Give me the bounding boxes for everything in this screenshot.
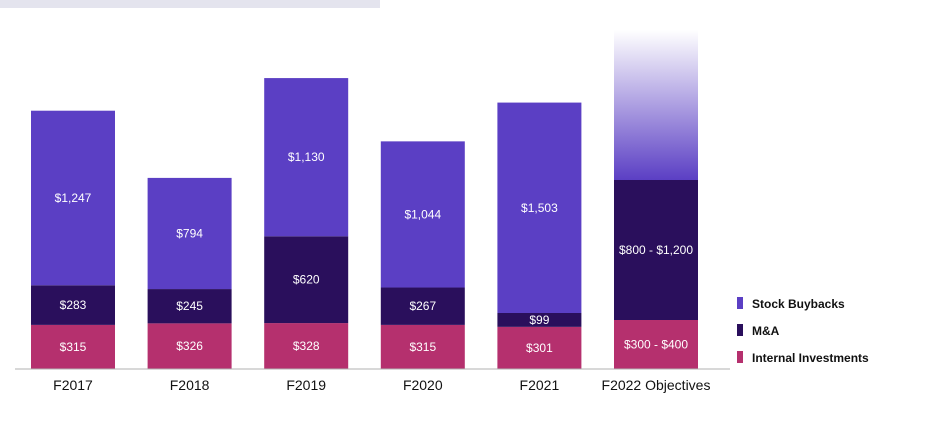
bar-m-a-f2021	[497, 313, 582, 327]
data-label-stock-buybacks-f2017: $1,247	[55, 191, 92, 205]
data-label-internal-investments-f2020: $315	[409, 340, 436, 354]
x-tick-label-f2020: F2020	[403, 377, 443, 393]
legend-label-internal-investments: Internal Investments	[752, 351, 869, 365]
bar-internal-investments-f2019	[264, 323, 349, 369]
bar-internal-investments-f2022-objectives	[614, 320, 698, 369]
data-label-m-a-f2021: $99	[529, 313, 549, 327]
bar-m-a-f2022-objectives	[614, 180, 698, 320]
data-label-internal-investments-f2021: $301	[526, 341, 553, 355]
category-labels-group: F2017 F2018 F2019 F2020 F2021 F2022 Objective…	[53, 377, 710, 393]
x-tick-label-f2017: F2017	[53, 377, 93, 393]
legend-swatch-internal-investments	[737, 351, 743, 363]
data-label-stock-buybacks-f2020: $1,044	[404, 207, 441, 221]
bar-stock-buybacks-f2020	[380, 141, 465, 288]
bar-stock-buybacks-fade-f2022-objectives	[614, 30, 698, 180]
bar-m-a-f2020	[380, 287, 465, 325]
bar-internal-investments-f2020	[380, 324, 465, 369]
data-label-stock-buybacks-f2019: $1,130	[288, 150, 325, 164]
legend-label-stock-buybacks: Stock Buybacks	[752, 297, 845, 311]
data-label-m-a-f2019: $620	[293, 273, 320, 287]
bars-group	[31, 30, 698, 369]
data-label-stock-buybacks-f2018: $794	[176, 226, 203, 240]
cropped-title-remnant	[0, 0, 380, 8]
x-tick-label-f2022-objectives: F2022 Objectives	[602, 377, 711, 393]
data-label-internal-investments-f2022-objectives: $300 - $400	[624, 338, 688, 352]
legend-swatch-stock-buybacks	[737, 297, 743, 309]
data-label-m-a-f2022-objectives: $800 - $1,200	[619, 243, 693, 257]
data-label-internal-investments-f2018: $326	[176, 339, 203, 353]
bar-m-a-f2017	[31, 285, 115, 325]
bar-m-a-f2019	[264, 236, 349, 324]
bar-stock-buybacks-f2021	[497, 102, 582, 313]
data-label-m-a-f2020: $267	[409, 299, 436, 313]
data-label-internal-investments-f2017: $315	[60, 340, 87, 354]
data-label-m-a-f2017: $283	[60, 298, 87, 312]
data-label-internal-investments-f2019: $328	[293, 339, 320, 353]
x-tick-label-f2018: F2018	[170, 377, 210, 393]
bar-stock-buybacks-f2017	[31, 110, 115, 286]
bar-stock-buybacks-f2019	[264, 78, 349, 237]
bar-m-a-f2018	[147, 289, 232, 324]
legend-label-m-a: M&A	[752, 324, 780, 338]
x-tick-label-f2021: F2021	[520, 377, 560, 393]
segment-labels-group: $315 $283 $1,247 $326 $245 $794 $328 $620 $1,130…	[55, 150, 694, 355]
x-tick-label-f2019: F2019	[286, 377, 326, 393]
data-label-stock-buybacks-f2021: $1,503	[521, 201, 558, 215]
bar-stock-buybacks-f2018	[147, 177, 232, 290]
data-label-m-a-f2018: $245	[176, 299, 203, 313]
legend: Stock Buybacks M&A Internal Investments	[737, 297, 869, 365]
bar-internal-investments-f2021	[497, 326, 582, 369]
legend-swatch-m-a	[737, 324, 743, 336]
bar-internal-investments-f2018	[147, 323, 232, 369]
bar-internal-investments-f2017	[31, 324, 115, 369]
